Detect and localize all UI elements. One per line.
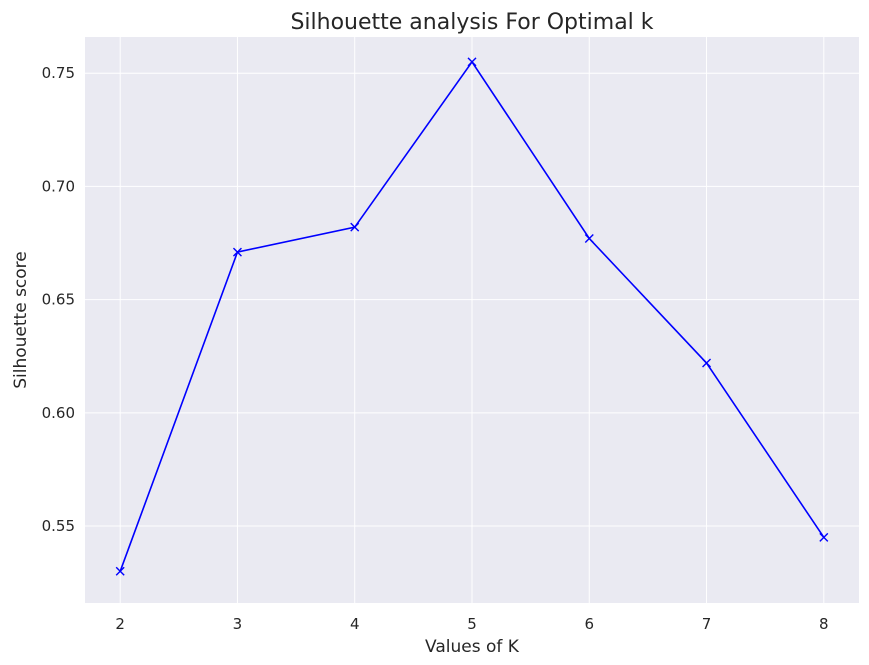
grid [85, 37, 859, 603]
y-tick-labels: 0.55 0.60 0.65 0.70 0.75 [42, 64, 75, 535]
x-tick-label: 8 [819, 615, 829, 633]
x-tick-label: 7 [702, 615, 712, 633]
data-point-marker [350, 222, 360, 232]
data-point-marker [115, 566, 125, 576]
x-tick-labels: 2 3 4 5 6 7 8 [115, 615, 828, 633]
data-point-marker [819, 532, 829, 542]
data-point-marker [702, 358, 712, 368]
x-tick-label: 5 [467, 615, 477, 633]
x-tick-label: 3 [233, 615, 243, 633]
y-tick-label: 0.70 [42, 177, 75, 195]
chart-title: Silhouette analysis For Optimal k [290, 10, 653, 35]
x-axis-label: Values of K [425, 637, 520, 657]
x-tick-label: 2 [115, 615, 125, 633]
series-layer [115, 57, 829, 576]
data-point-marker [467, 57, 477, 67]
data-point-marker [584, 234, 594, 243]
y-tick-label: 0.75 [42, 64, 75, 82]
x-tick-label: 4 [350, 615, 360, 633]
data-point-marker [232, 247, 242, 257]
y-axis-label: Silhouette score [11, 251, 31, 389]
x-tick-label: 6 [584, 615, 594, 633]
y-tick-label: 0.60 [42, 404, 75, 422]
y-tick-label: 0.65 [42, 291, 75, 309]
y-tick-label: 0.55 [42, 517, 75, 535]
